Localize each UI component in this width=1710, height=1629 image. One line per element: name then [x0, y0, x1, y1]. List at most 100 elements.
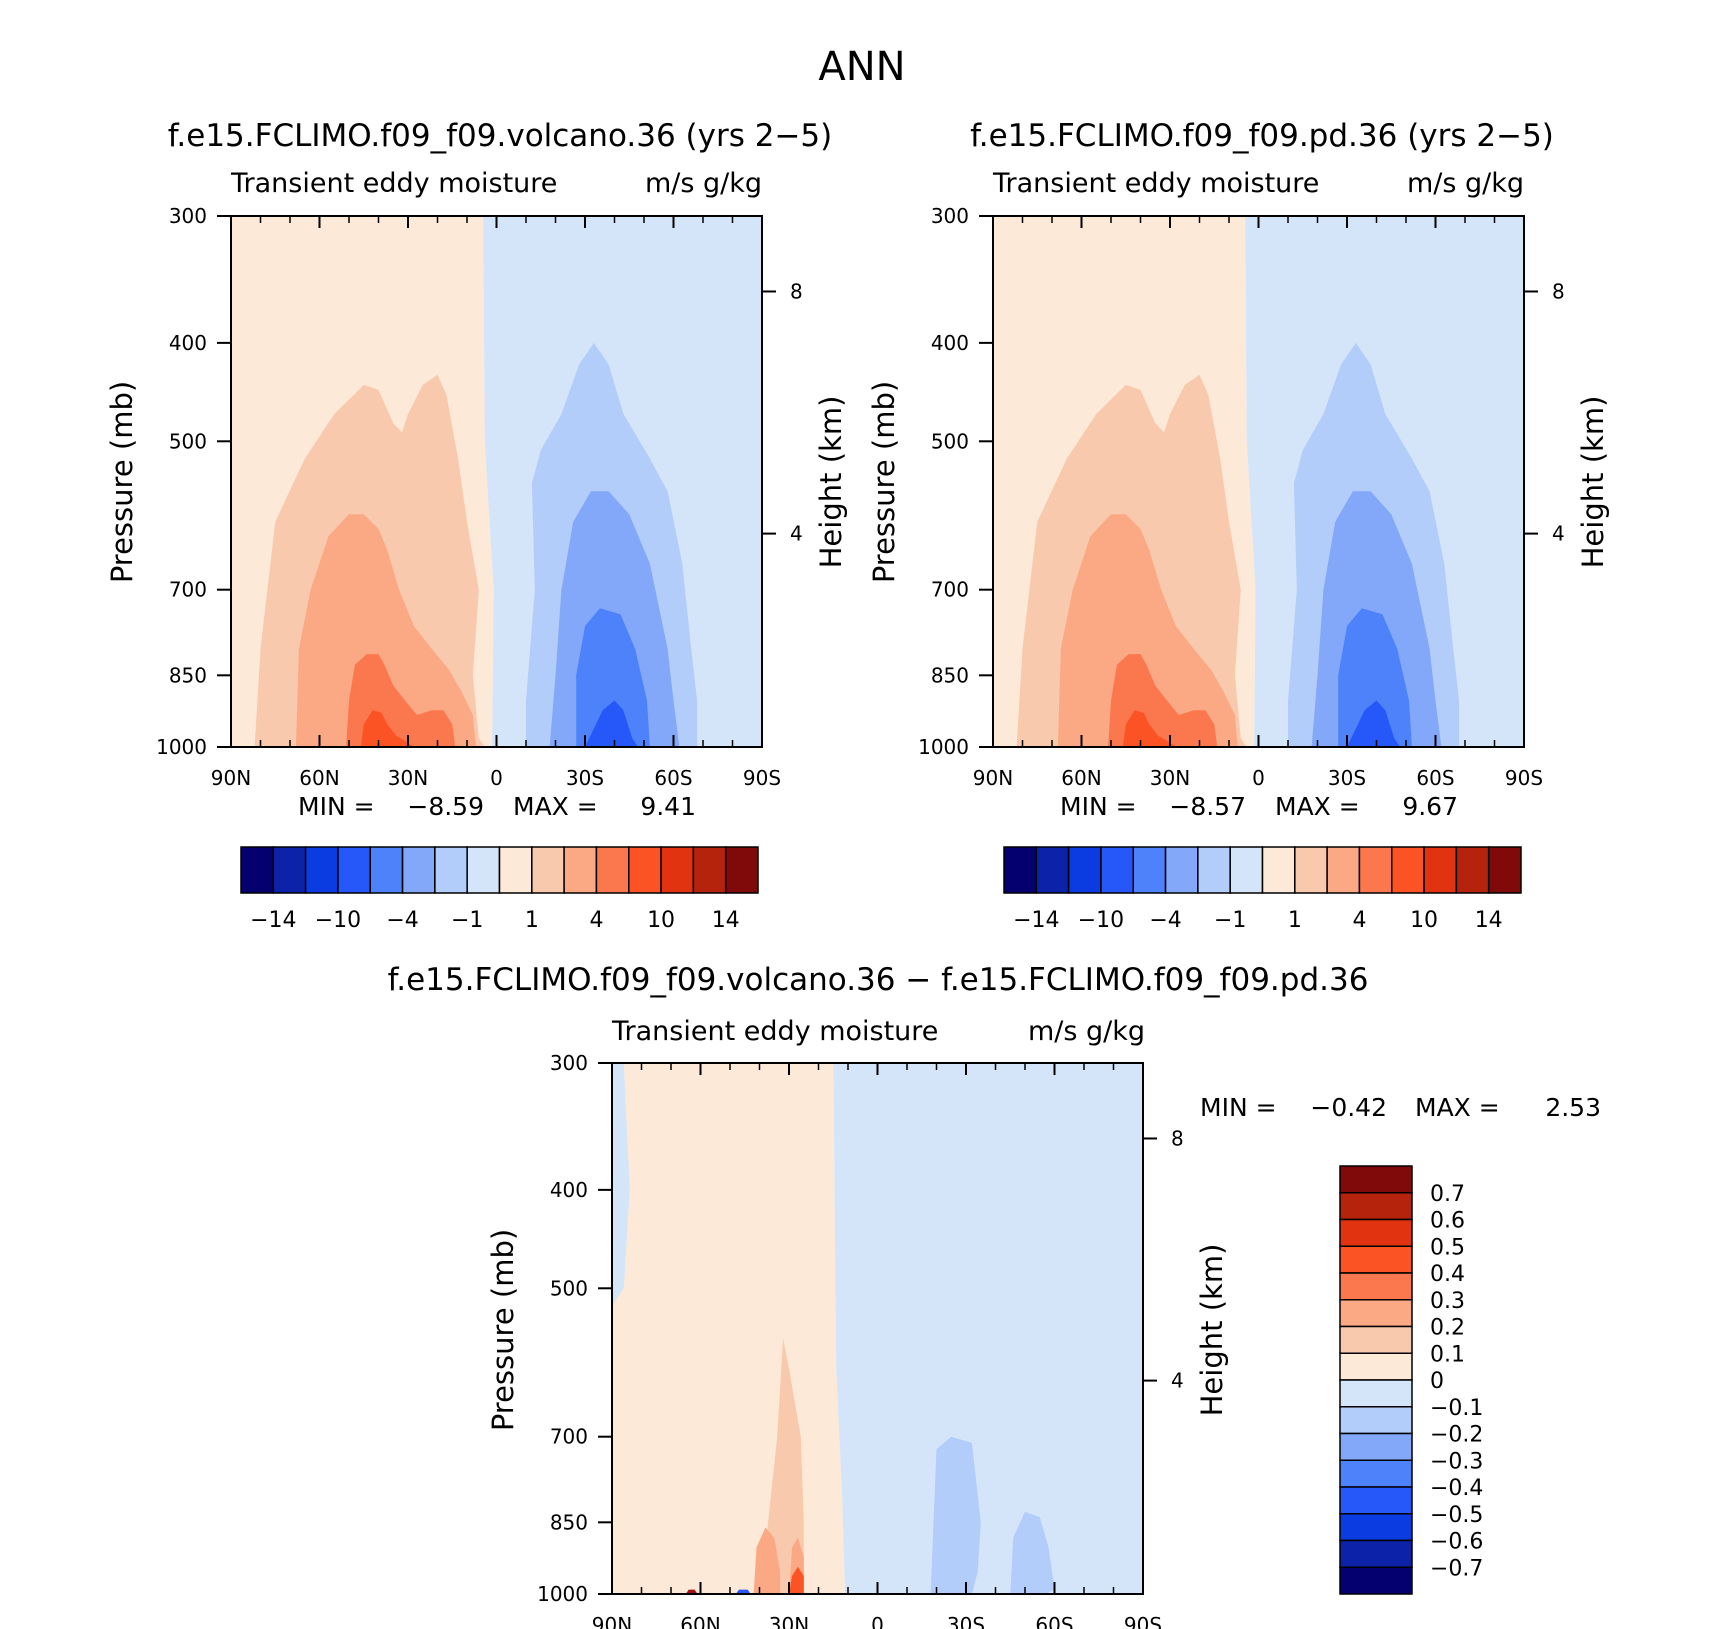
y-tick-label: 700	[550, 1425, 588, 1449]
contour-level-0p2	[753, 1527, 781, 1594]
colorbar-swatch	[1339, 1245, 1413, 1274]
right-y-tick-label: 8	[1552, 279, 1565, 303]
min-value-diff: −0.42	[1310, 1093, 1387, 1122]
colorbar-swatch	[1339, 1299, 1413, 1328]
colorbar-swatch	[1339, 1352, 1413, 1381]
x-tick-label: 60S	[1416, 766, 1454, 790]
x-tick-label: 0	[1252, 766, 1265, 790]
plot-layer: 90N 60N 30N 0 30S 60S 90S300400500700850100084…	[156, 204, 1565, 1629]
y-tick-label: 300	[550, 1051, 588, 1075]
colorbar-swatch	[1339, 1486, 1413, 1515]
colorbar-swatch	[1423, 846, 1458, 894]
contour-level-neg0p4	[735, 1589, 751, 1594]
max-label-pd: MAX =	[1275, 792, 1360, 821]
panel-subtitle-diff: Transient eddy moisture	[611, 1016, 938, 1047]
colorbar-swatch	[272, 846, 307, 894]
panel-units-diff: m/s g/kg	[1028, 1016, 1145, 1047]
colorbar-swatch	[1339, 1165, 1413, 1194]
colorbar-label: 1	[525, 908, 539, 933]
colorbar-swatch	[304, 846, 339, 894]
contour-level-0	[612, 1063, 845, 1594]
contour-level-neg18	[1347, 700, 1401, 747]
colorbar-swatch	[369, 846, 404, 894]
colorbar-swatch	[1339, 1566, 1413, 1595]
colorbar-swatch	[1339, 1272, 1413, 1301]
colorbar-swatch	[337, 846, 371, 894]
y-tick-label: 850	[550, 1510, 588, 1534]
colorbar-swatch	[1003, 846, 1038, 894]
x-tick-label: 30N	[769, 1613, 809, 1629]
panel-units-pd: m/s g/kg	[1407, 168, 1524, 199]
x-tick-label: 90N	[592, 1613, 632, 1629]
contour-level-0p7	[685, 1589, 698, 1594]
y-tick-label: 1000	[918, 735, 969, 759]
colorbar-swatch	[1229, 846, 1264, 894]
panel-units-volcano: m/s g/kg	[645, 168, 762, 199]
y-tick-label: 700	[931, 578, 969, 602]
colorbar-label: 0.2	[1430, 1316, 1465, 1341]
contour-level-neg18	[585, 700, 639, 747]
y-tick-label: 400	[931, 331, 969, 355]
colorbar-label: −0.1	[1430, 1396, 1483, 1421]
min-value-pd: −8.57	[1169, 792, 1246, 821]
colorbar-swatch	[240, 846, 275, 894]
max-value-pd: 9.67	[1402, 792, 1458, 821]
right-y-tick-label: 8	[1171, 1126, 1184, 1150]
x-tick-label: 30S	[1328, 766, 1366, 790]
colorbar-swatch	[724, 846, 759, 894]
colorbar-label: 0.7	[1430, 1182, 1465, 1207]
plot-diff: 90N 60N 30N 0 30S 60S 90S 300 400 500 700 850 1000 8 4	[537, 1051, 1184, 1629]
colorbar-label: 0.6	[1430, 1209, 1465, 1234]
colorbar-label: −0.5	[1430, 1503, 1483, 1528]
contour-level-4	[295, 514, 476, 747]
colorbar-swatch	[1035, 846, 1070, 894]
contour-level-4	[1057, 514, 1238, 747]
colorbar-swatch	[1339, 1459, 1413, 1488]
colorbar-swatch	[660, 846, 695, 894]
colorbar-label: −1	[451, 908, 483, 933]
colorbar-swatch	[1339, 1539, 1413, 1568]
x-tick-label: 0	[490, 766, 503, 790]
colorbar-swatch	[1487, 846, 1522, 894]
colorbar-label: −14	[1013, 908, 1059, 933]
y-tick-label: 700	[169, 578, 207, 602]
colorbar-swatch	[1339, 1432, 1413, 1461]
colorbar-swatch	[401, 846, 436, 894]
contour-level-neg14	[1338, 608, 1412, 747]
right-y-tick-label: 4	[1171, 1369, 1184, 1393]
contour-level-14	[1122, 710, 1176, 747]
plot-volcano: 90N 60N 30N 0 30S 60S 90S 300 400 500 700 850 1000 8 4	[156, 204, 803, 790]
panel-subtitle-volcano: Transient eddy moisture	[230, 168, 557, 199]
colorbar-label: 10	[647, 908, 675, 933]
x-tick-label: 30N	[388, 766, 428, 790]
contour-fills-volcano	[231, 216, 762, 747]
contour-level-neg0p2	[1010, 1511, 1055, 1594]
colorbar-swatch	[1358, 846, 1393, 894]
ylabel-pd: Pressure (mb)	[867, 381, 901, 583]
colorbar-swatch	[1455, 846, 1490, 894]
x-tick-label: 0	[871, 1613, 884, 1629]
y-tick-label: 500	[169, 429, 207, 453]
contour-level-neg0p2	[930, 1436, 981, 1594]
x-tick-label: 90N	[211, 766, 251, 790]
colorbar-swatch	[434, 846, 468, 894]
ylabel-volcano: Pressure (mb)	[105, 381, 139, 583]
colorbar-label: −10	[315, 908, 361, 933]
colorbar-label: 14	[712, 908, 740, 933]
colorbar-label: 0.1	[1430, 1342, 1465, 1367]
plot-pd: 90N 60N 30N 0 30S 60S 90S 300 400 500 700 850 1000 8 4	[918, 204, 1565, 790]
x-tick-label: 90S	[1505, 766, 1543, 790]
min-label-diff: MIN =	[1200, 1093, 1277, 1122]
y-tick-label: 850	[931, 663, 969, 687]
colorbar-label: −1	[1214, 908, 1246, 933]
right-y-tick-label: 4	[1552, 522, 1565, 546]
colorbar-label: 0	[1430, 1369, 1444, 1394]
contour-level-0p1	[759, 1338, 804, 1594]
contour-level-neg0p1	[612, 1063, 630, 1306]
panel-title-diff: f.e15.FCLIMO.f09_f09.volcano.36 − f.e15.…	[388, 962, 1369, 998]
y-tick-label: 1000	[537, 1582, 588, 1606]
contour-fills-pd	[993, 216, 1524, 747]
colorbar-swatch	[1339, 1513, 1413, 1542]
colorbar-swatch	[1339, 1192, 1413, 1221]
